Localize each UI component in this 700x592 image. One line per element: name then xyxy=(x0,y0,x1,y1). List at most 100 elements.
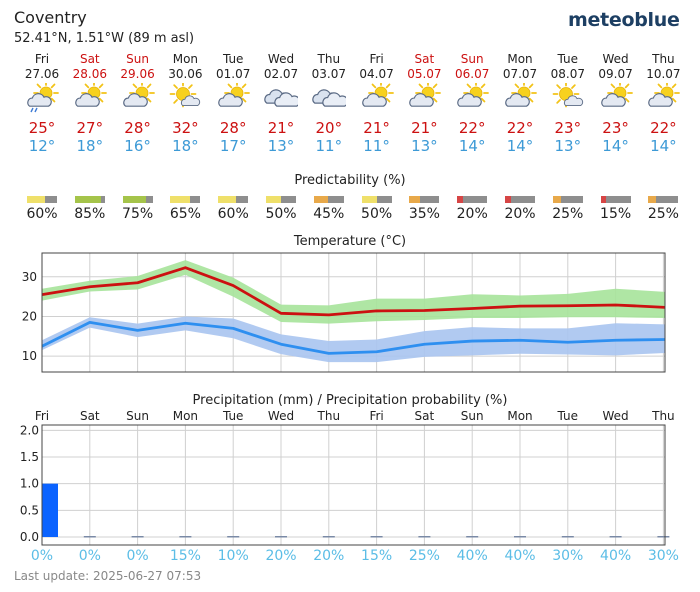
precip-day-label: Sat xyxy=(415,409,435,423)
min-temperature: 14° xyxy=(650,137,677,155)
precip-ytick-label: 0.0 xyxy=(20,530,39,544)
min-temperature: 13° xyxy=(411,137,438,155)
day-name: Sat xyxy=(414,52,435,66)
day-date: 29.06 xyxy=(120,67,155,81)
day-name: Wed xyxy=(267,52,295,66)
max-temperature: 22° xyxy=(458,119,486,137)
day-header: Wed 09.07 xyxy=(592,52,640,82)
day-name: Tue xyxy=(557,52,579,66)
predictability-bar-remainder xyxy=(281,196,296,203)
min-temperature: 14° xyxy=(506,137,534,155)
day-date: 27.06 xyxy=(24,67,60,81)
precipitation-probability: 20% xyxy=(265,548,297,564)
precipitation-probability: 0% xyxy=(30,548,54,564)
min-temperature: 16° xyxy=(124,137,151,155)
predictability-bar xyxy=(122,196,146,203)
predictability-bar-remainder xyxy=(327,196,344,203)
predictability-value: 50% xyxy=(361,206,393,222)
day-date: 07.07 xyxy=(502,67,538,81)
cloud-sun-icon xyxy=(455,80,490,113)
cloud-sun-icon xyxy=(73,80,107,113)
precip-chart-frame xyxy=(41,424,666,546)
max-temperature: 21° xyxy=(267,119,295,137)
sun-cloud-icon xyxy=(168,80,202,113)
max-temperature: 25° xyxy=(28,119,56,137)
predictability-bar-remainder xyxy=(45,196,57,203)
max-temperature: 21° xyxy=(363,119,390,137)
precipitation-probability: 40% xyxy=(504,548,536,564)
min-temperature: 13° xyxy=(554,137,582,155)
predictability-value: 25% xyxy=(647,206,679,222)
day-name: Sun xyxy=(460,52,484,66)
predictability-value: 45% xyxy=(313,206,345,222)
precip-bar xyxy=(466,536,479,538)
precip-bar xyxy=(561,536,574,538)
predictability-bar xyxy=(266,196,281,203)
predictability-bar xyxy=(27,196,45,203)
precip-ytick-label: 0.5 xyxy=(20,503,39,517)
predictability-bar xyxy=(648,196,657,203)
min-temperature: 14° xyxy=(458,137,486,155)
min-temp-line xyxy=(41,321,666,355)
precip-bar xyxy=(657,536,670,538)
city-name: Coventry xyxy=(14,8,87,27)
temp-ytick-label: 20 xyxy=(22,309,37,323)
day-date: 08.07 xyxy=(550,67,585,81)
precipitation-probability: 40% xyxy=(600,548,632,564)
day-name: Mon xyxy=(172,52,199,66)
precipitation-probability: 0% xyxy=(78,548,101,564)
predictability-value: 20% xyxy=(504,206,536,222)
precip-bar xyxy=(83,536,96,538)
day-header: Mon 07.07 xyxy=(496,52,544,82)
predictability-title: Predictability (%) xyxy=(294,173,406,188)
precipitation-probability: 15% xyxy=(361,548,393,564)
day-header: Fri 27.06 xyxy=(18,52,66,82)
precip-day-label: Fri xyxy=(35,409,49,423)
precip-bar xyxy=(370,536,383,538)
predictability-bar xyxy=(74,196,101,203)
day-name: Wed xyxy=(602,52,629,66)
precipitation-probability: 40% xyxy=(456,548,488,564)
cloud-sun-icon xyxy=(360,80,394,113)
max-temperature: 20° xyxy=(315,119,343,137)
precip-day-label: Fri xyxy=(369,409,383,423)
predictability-value: 75% xyxy=(122,206,154,222)
min-temperature: 17° xyxy=(219,137,247,155)
predictability-bar xyxy=(409,196,421,203)
predictability-bar xyxy=(170,196,191,203)
predictability-bar xyxy=(361,196,377,203)
min-temperature: 14° xyxy=(602,137,629,155)
max-temp-line xyxy=(41,266,666,317)
max-temperature: 22° xyxy=(506,119,534,137)
predictability-bar-remainder xyxy=(236,196,249,203)
predictability-bar xyxy=(600,196,606,203)
day-header: Fri 04.07 xyxy=(353,52,401,82)
min-temperature: 18° xyxy=(76,137,104,155)
precip-day-label: Mon xyxy=(507,409,532,423)
predictability-bar-remainder xyxy=(190,196,201,203)
day-header: Tue 01.07 xyxy=(209,52,257,82)
temp-ytick-label: 10 xyxy=(22,349,37,363)
predictability-value: 60% xyxy=(217,206,249,222)
temperature-title: Temperature (°C) xyxy=(293,234,407,249)
predictability-bar xyxy=(457,196,464,203)
precip-day-label: Sun xyxy=(126,409,149,423)
predictability-value: 50% xyxy=(265,206,297,222)
day-header: Sun 06.07 xyxy=(448,52,496,82)
day-name: Mon xyxy=(507,52,533,66)
predictability-bar-remainder xyxy=(560,196,583,203)
precip-bar xyxy=(514,536,526,538)
predictability-bar-remainder xyxy=(420,196,440,203)
brand-logo[interactable]: meteoblue xyxy=(568,9,680,31)
day-date: 28.06 xyxy=(72,67,107,81)
max-temperature: 22° xyxy=(650,119,677,137)
cloud-sun-icon xyxy=(121,80,155,113)
precip-bar xyxy=(179,536,192,538)
precip-day-label: Sat xyxy=(80,409,100,423)
precip-bar xyxy=(275,536,287,538)
predictability-value: 25% xyxy=(552,206,584,222)
day-header: Wed 02.07 xyxy=(257,52,305,82)
predictability-bar-remainder xyxy=(511,196,535,203)
predictability-bar xyxy=(505,196,511,203)
